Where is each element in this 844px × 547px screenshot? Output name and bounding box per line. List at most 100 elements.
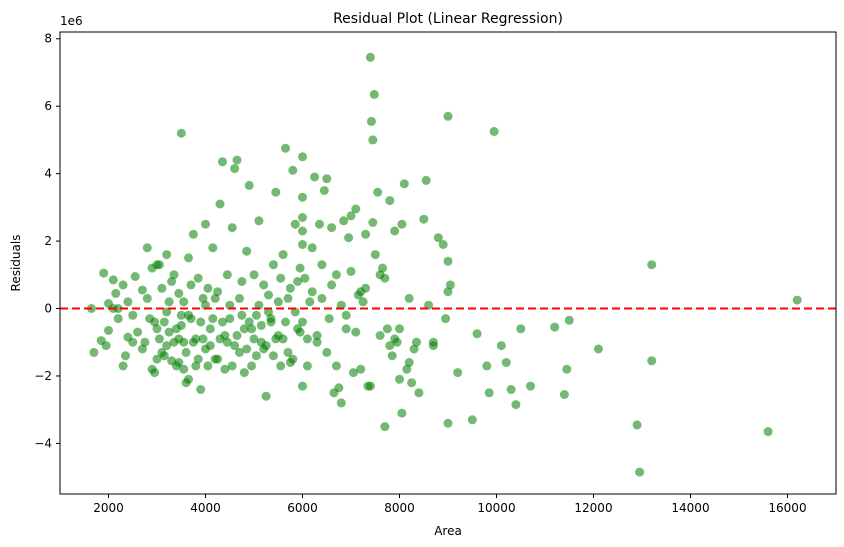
data-point [438, 240, 448, 249]
data-point [188, 337, 198, 347]
data-point [647, 356, 657, 366]
data-point [443, 256, 453, 266]
data-point [256, 320, 266, 330]
data-point [421, 175, 431, 185]
data-point [247, 324, 257, 334]
data-point [441, 314, 451, 324]
data-point [101, 341, 111, 351]
data-point [230, 341, 240, 351]
data-point [647, 260, 657, 270]
data-point [196, 385, 206, 394]
data-point [268, 351, 278, 361]
data-point [322, 174, 332, 184]
data-point [184, 374, 193, 384]
data-point [307, 243, 317, 253]
data-point [433, 233, 443, 243]
data-point [108, 275, 118, 285]
data-point [162, 341, 172, 351]
data-point [268, 260, 278, 270]
data-point [123, 297, 133, 307]
data-point [380, 422, 390, 432]
data-point [404, 358, 414, 367]
data-point [593, 344, 603, 354]
data-point [407, 378, 417, 388]
y-tick-label: 6 [44, 99, 52, 113]
data-point [285, 358, 295, 367]
data-point [162, 307, 172, 317]
data-point [266, 314, 276, 324]
data-point [239, 368, 249, 378]
data-point [218, 317, 227, 327]
data-point [205, 324, 215, 334]
data-point [225, 300, 235, 310]
data-point [232, 331, 242, 340]
data-point [635, 467, 645, 477]
data-point [368, 218, 378, 227]
data-point [203, 283, 213, 293]
data-point [193, 354, 203, 364]
data-point [176, 128, 186, 138]
data-point [283, 347, 293, 357]
data-point [176, 320, 186, 330]
data-point [295, 327, 305, 337]
data-point [295, 263, 305, 273]
data-point [336, 398, 346, 408]
data-point [210, 293, 220, 303]
data-point [375, 331, 385, 340]
data-point [205, 341, 215, 351]
data-point [201, 219, 210, 229]
data-point [467, 415, 477, 425]
data-point [278, 334, 288, 344]
data-point [181, 347, 191, 357]
chart-title: Residual Plot (Linear Regression) [333, 11, 563, 27]
data-point [445, 280, 455, 290]
data-point [298, 213, 307, 222]
data-point [198, 293, 208, 303]
data-point [130, 272, 140, 281]
y-offset-label: 1e6 [60, 14, 83, 28]
data-point [259, 280, 269, 290]
data-point [298, 226, 307, 236]
data-point [198, 334, 208, 344]
data-point [249, 334, 259, 344]
data-point [137, 344, 147, 354]
data-point [179, 297, 189, 307]
data-point [244, 180, 254, 190]
data-point [307, 287, 317, 297]
data-point [395, 324, 404, 334]
data-point [271, 334, 281, 344]
data-point [516, 324, 526, 334]
data-point [315, 219, 324, 229]
data-point [319, 186, 329, 195]
data-point [196, 317, 206, 327]
data-point [346, 211, 356, 221]
data-point [506, 385, 516, 394]
data-point [341, 324, 351, 334]
data-point [496, 341, 506, 351]
data-point [99, 268, 109, 278]
data-point [254, 216, 264, 226]
data-point [218, 157, 227, 167]
data-point [133, 327, 143, 337]
data-point [290, 307, 300, 317]
data-point [184, 253, 193, 263]
data-point [222, 270, 232, 280]
data-point [213, 354, 223, 364]
data-point [312, 331, 322, 340]
data-point [443, 111, 453, 121]
data-point [281, 143, 290, 153]
data-point [128, 337, 138, 347]
data-point [424, 300, 434, 310]
data-point [414, 388, 424, 398]
data-point [159, 317, 169, 327]
x-axis-ticks: 2000 4000 6000 8000 10000 12000 14000 16000 [93, 494, 807, 515]
data-point [176, 310, 186, 320]
data-point [118, 280, 128, 290]
data-point [443, 287, 453, 297]
data-point [472, 329, 482, 339]
data-point [244, 317, 254, 327]
data-point [227, 361, 237, 371]
data-point [511, 400, 521, 410]
plot-frame [59, 31, 837, 495]
data-point [443, 418, 453, 428]
